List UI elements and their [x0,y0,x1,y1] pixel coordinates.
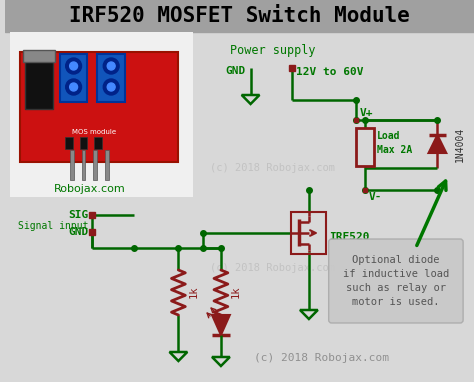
Bar [5,0,474,32]
Bar [65,137,73,149]
Text: Optional diode
if inductive load
such as relay or
motor is used.: Optional diode if inductive load such as… [343,255,449,307]
Polygon shape [428,135,447,153]
Bar [356,128,374,166]
Circle shape [107,62,115,70]
FancyBboxPatch shape [328,239,463,323]
Text: Robojax.com: Robojax.com [54,184,125,194]
Circle shape [107,83,115,91]
Bar [80,137,88,149]
Text: (c) 2018 Robojax.com: (c) 2018 Robojax.com [254,353,389,363]
Text: Signal input: Signal input [18,221,89,231]
Circle shape [70,62,78,70]
Text: GND: GND [68,227,89,237]
Text: V+: V+ [359,108,373,118]
Text: IRF520: IRF520 [328,232,369,242]
Circle shape [66,58,82,74]
Text: (c) 2018 Robojax.com: (c) 2018 Robojax.com [210,163,335,173]
Text: 1N4004: 1N4004 [455,126,465,162]
Bar [94,137,102,149]
Bar [23,50,55,62]
Bar [105,150,109,180]
Text: (c) 2018 Robojax.com: (c) 2018 Robojax.com [210,263,335,273]
Bar [10,32,193,197]
Text: IRF520 MOSFET Switch Module: IRF520 MOSFET Switch Module [69,6,410,26]
Circle shape [66,79,82,95]
Text: 1k: 1k [231,286,241,298]
Bar [20,52,178,162]
Bar [25,54,53,109]
Text: SIG: SIG [68,210,89,220]
Bar [291,212,326,254]
Text: Load
Max 2A: Load Max 2A [377,131,412,155]
Bar [70,150,73,180]
Polygon shape [212,315,230,335]
Bar [60,54,88,102]
Circle shape [70,83,78,91]
Text: MOS module: MOS module [73,129,117,135]
Text: V-: V- [368,192,382,202]
Circle shape [103,58,119,74]
Text: Power supply: Power supply [229,44,315,57]
Circle shape [103,79,119,95]
Text: 1k: 1k [188,286,198,298]
Bar [82,150,85,180]
Text: 12V to 60V: 12V to 60V [296,67,364,77]
Bar [97,54,125,102]
Bar [93,150,97,180]
Text: GND: GND [225,66,246,76]
